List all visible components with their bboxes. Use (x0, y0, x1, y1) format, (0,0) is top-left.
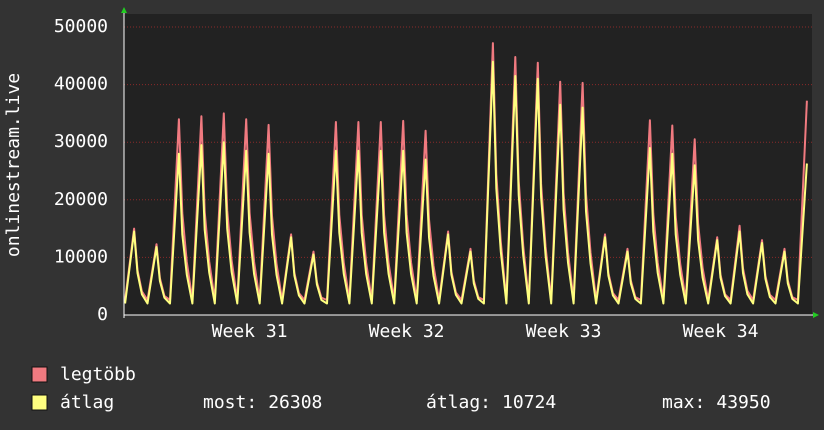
legend: legtöbb átlag most: 26308 átlag: 10724 max: 439… (31, 364, 771, 413)
y-tick-label: 50000 (54, 16, 108, 37)
stat-label: most: (203, 392, 257, 413)
axis-labels: 0 10000 20000 30000 40000 50000 Week 31 Week 32… (54, 16, 759, 342)
y-tick-label: 30000 (54, 131, 108, 152)
stat-label: átlag: (426, 392, 491, 413)
stat-value: 26308 (268, 392, 322, 413)
x-tick-label: Week 31 (212, 321, 288, 342)
stat: átlag: 10724 (426, 392, 556, 413)
x-axis-arrow (813, 312, 819, 318)
legend-swatch (31, 366, 48, 383)
legend-swatch (31, 394, 48, 411)
y-tick-label: 10000 (54, 246, 108, 267)
x-tick-label: Week 32 (369, 321, 445, 342)
y-tick-label: 20000 (54, 189, 108, 210)
series-line (124, 60, 808, 305)
series (124, 42, 808, 305)
stat-value: 10724 (502, 392, 556, 413)
y-axis-title: onlinestream.live (3, 73, 24, 257)
stat-label: max: (662, 392, 705, 413)
stat: max: 43950 (662, 392, 771, 413)
legend-label: legtöbb (60, 364, 136, 385)
stat: most: 26308 (203, 392, 322, 413)
stat-value: 43950 (716, 392, 770, 413)
y-tick-label: 0 (97, 304, 108, 325)
y-axis-arrow (121, 7, 127, 13)
x-tick-label: Week 34 (683, 321, 759, 342)
legend-label: átlag (60, 392, 114, 413)
x-tick-label: Week 33 (526, 321, 602, 342)
y-tick-label: 40000 (54, 74, 108, 95)
